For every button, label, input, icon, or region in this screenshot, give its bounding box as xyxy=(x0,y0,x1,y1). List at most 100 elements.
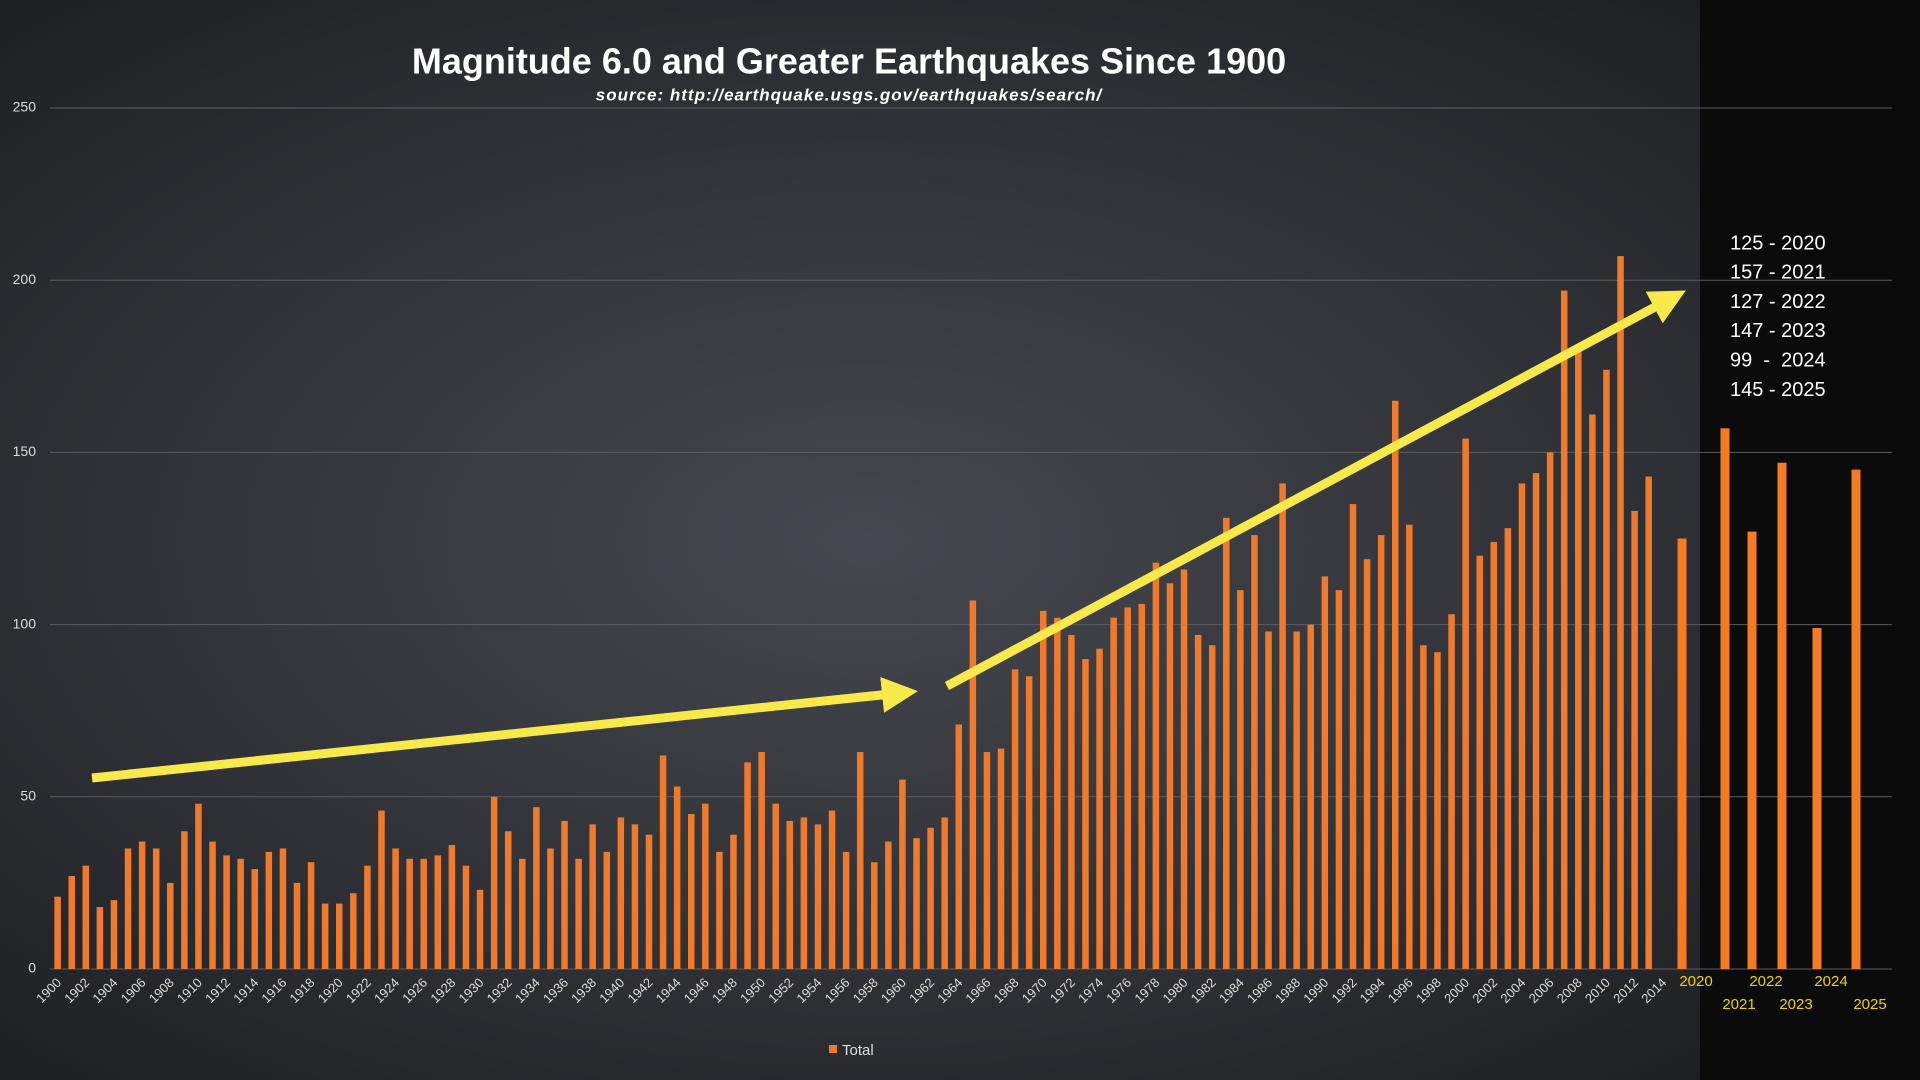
annotation-line: 157 - 2021 xyxy=(1730,262,1826,284)
bar xyxy=(152,848,160,969)
bar xyxy=(941,817,948,969)
bar xyxy=(1603,369,1610,969)
bar xyxy=(462,865,470,969)
bar xyxy=(420,858,427,969)
bar xyxy=(195,803,202,969)
inset-x-label: 2022 xyxy=(1749,973,1782,990)
bar xyxy=(1377,535,1385,969)
legend-swatch xyxy=(829,1045,837,1053)
bar xyxy=(110,900,118,969)
annotation: 125 - 2020 157 - 2021 127 - 2022 147 - 2023… xyxy=(1730,232,1826,401)
bar xyxy=(1406,524,1413,969)
bar xyxy=(758,752,765,969)
bar xyxy=(631,824,639,969)
bar xyxy=(1720,428,1730,969)
bar xyxy=(1025,676,1033,969)
bar xyxy=(448,845,456,969)
bar xyxy=(1265,631,1272,969)
chart-title: Magnitude 6.0 and Greater Earthquakes Si… xyxy=(412,41,1286,82)
bar xyxy=(1546,452,1554,969)
bar xyxy=(1448,614,1455,969)
y-tick-label: 150 xyxy=(13,443,37,459)
bar xyxy=(561,820,568,969)
bar xyxy=(181,831,188,969)
bar xyxy=(1180,569,1188,969)
bar xyxy=(350,893,357,969)
bar xyxy=(800,817,808,969)
bar xyxy=(223,855,230,969)
bar xyxy=(1490,541,1498,969)
bar xyxy=(673,786,681,969)
bar xyxy=(969,600,977,969)
bar xyxy=(167,882,174,969)
bar xyxy=(237,858,244,969)
bar xyxy=(871,862,878,969)
bar xyxy=(335,903,343,969)
y-tick-label: 0 xyxy=(28,960,36,976)
y-tick-label: 100 xyxy=(13,615,37,631)
bar xyxy=(1434,652,1441,969)
inset-x-label: 2025 xyxy=(1853,996,1886,1013)
bar xyxy=(1747,531,1757,969)
inset-x-label: 2024 xyxy=(1814,973,1847,990)
bar xyxy=(96,907,104,969)
bar xyxy=(1166,583,1174,969)
bar xyxy=(124,848,132,969)
bar xyxy=(730,834,737,969)
bar xyxy=(927,827,934,969)
bar xyxy=(476,889,484,969)
bar xyxy=(1011,669,1019,969)
bar xyxy=(1279,483,1286,969)
bar xyxy=(279,848,287,969)
bar xyxy=(547,848,554,969)
bar xyxy=(1293,631,1300,969)
bar xyxy=(885,841,892,969)
bar xyxy=(392,848,399,969)
bar xyxy=(1082,659,1089,969)
annotation-line: 127 - 2022 xyxy=(1730,291,1826,313)
bar xyxy=(434,855,442,969)
bar xyxy=(1194,634,1202,969)
bar xyxy=(378,810,385,969)
bar xyxy=(1307,624,1315,969)
bar xyxy=(1645,476,1652,969)
bar xyxy=(1575,349,1582,970)
annotation-line: 147 - 2023 xyxy=(1730,320,1826,342)
bar xyxy=(603,851,611,969)
bar xyxy=(659,755,667,969)
y-tick-label: 50 xyxy=(20,788,36,804)
bar xyxy=(1208,645,1216,969)
bar xyxy=(1589,414,1596,969)
bar xyxy=(293,882,301,969)
bar xyxy=(1124,607,1131,969)
bar xyxy=(645,834,653,969)
bar xyxy=(1152,562,1160,969)
bar xyxy=(1363,559,1371,969)
bar xyxy=(744,762,751,969)
bar xyxy=(82,865,90,969)
annotation-line: 99 - 2024 xyxy=(1730,349,1826,371)
bar xyxy=(1532,473,1540,969)
bar xyxy=(265,851,273,969)
bar xyxy=(687,814,695,969)
bar xyxy=(1321,576,1329,969)
bar xyxy=(209,841,216,969)
bar xyxy=(1237,590,1244,969)
bar xyxy=(307,862,315,969)
bar xyxy=(913,838,920,969)
bar xyxy=(1504,528,1512,969)
bar xyxy=(406,858,413,969)
grid: 0 50 100 150 200 250 xyxy=(13,99,1892,976)
bar xyxy=(1039,610,1047,969)
legend-label: Total xyxy=(842,1042,874,1059)
inset-x-label: 2020 xyxy=(1679,973,1712,990)
bar xyxy=(1420,645,1427,969)
y-tick-label: 250 xyxy=(13,99,37,115)
bar xyxy=(533,807,540,969)
bar xyxy=(575,858,582,969)
bar xyxy=(1391,400,1399,969)
bar xyxy=(856,752,864,969)
inset-x-label: 2023 xyxy=(1779,996,1812,1013)
